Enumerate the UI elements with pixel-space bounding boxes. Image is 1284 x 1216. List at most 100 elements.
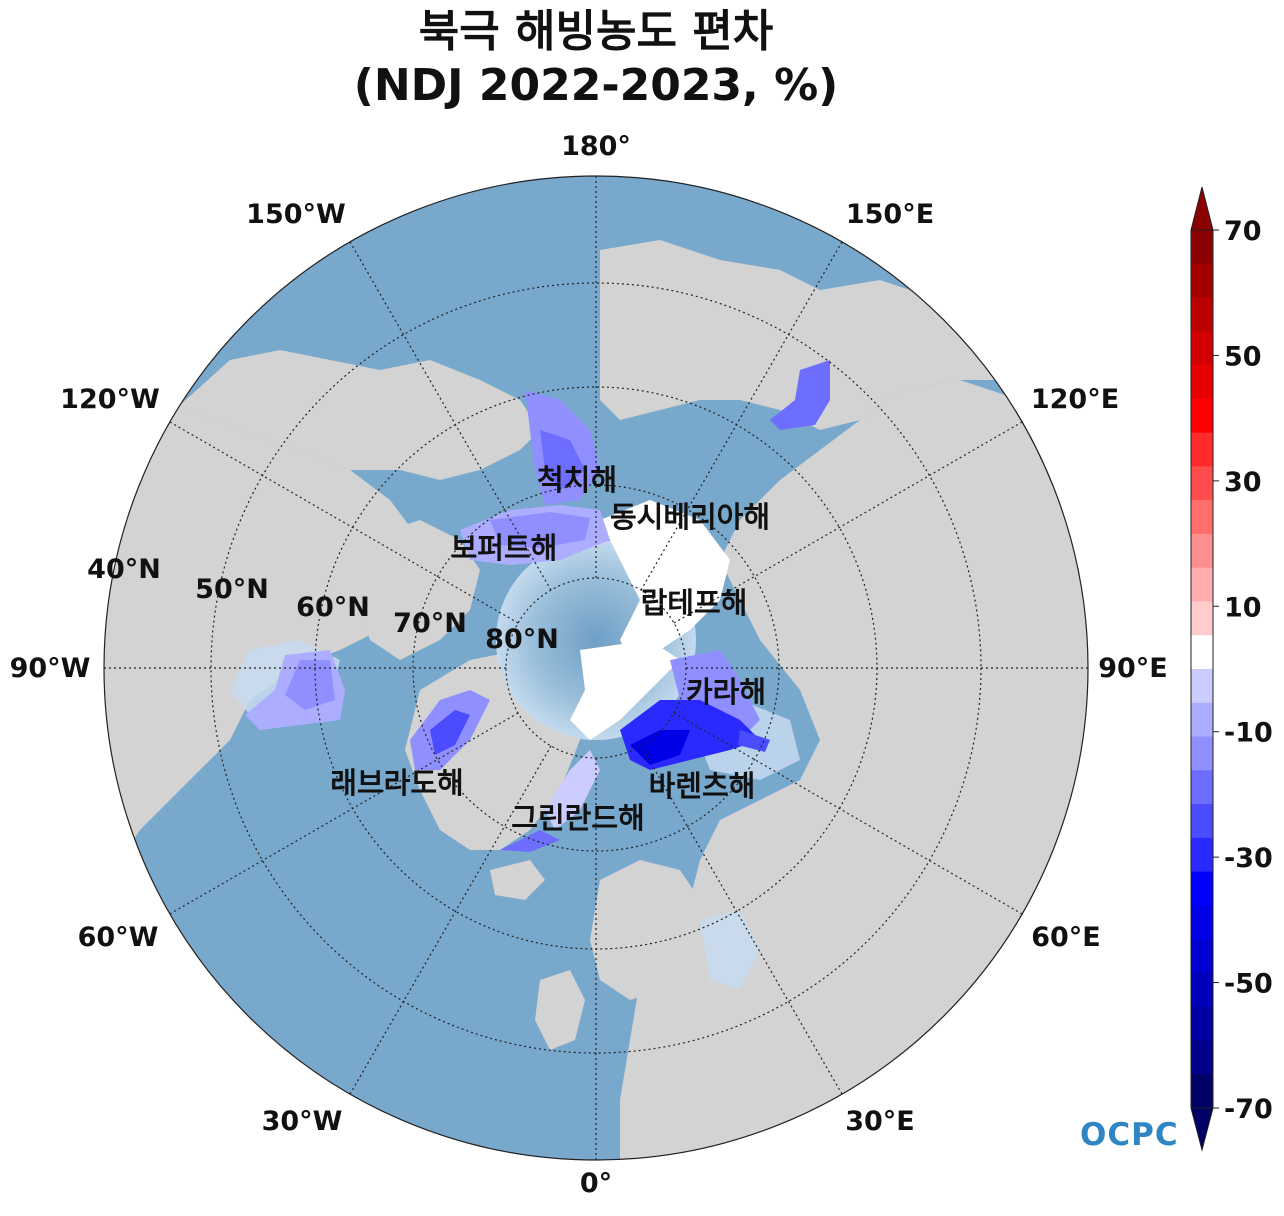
land-north-america xyxy=(104,405,430,880)
anomaly-baffin-core xyxy=(430,710,470,755)
colorbar: 70 50 30 10 -10 -30 -50 -70 xyxy=(1190,186,1273,1152)
lon-label-180: 180° xyxy=(561,131,631,162)
colorbar-band xyxy=(1191,331,1213,366)
lon-label-30w: 30°W xyxy=(262,1106,343,1137)
meridian-line xyxy=(349,745,552,1095)
anomaly-hudson-core xyxy=(285,660,335,710)
colorbar-band xyxy=(1191,263,1213,299)
sea-label-beaufort: 보퍼트해 xyxy=(451,531,558,565)
colorbar-extend-bottom xyxy=(1190,1107,1214,1152)
meridian-line xyxy=(349,241,552,591)
land-canadian-archipelago xyxy=(355,520,480,660)
colorbar-tick-label: -70 xyxy=(1224,1094,1273,1125)
lat-label-50n: 50°N xyxy=(195,574,269,605)
colorbar-frame xyxy=(1190,229,1214,1109)
meridian-line xyxy=(640,745,843,1095)
colorbar-extend-top xyxy=(1190,186,1214,231)
anomaly-barents-core xyxy=(630,730,690,765)
colorbar-band xyxy=(1191,871,1213,906)
colorbar-band xyxy=(1191,365,1213,400)
colorbar-bands xyxy=(1191,230,1213,1109)
sea-label-greenland: 그린란드해 xyxy=(511,801,644,835)
anomaly-chukchi-inner xyxy=(540,430,585,490)
colorbar-band xyxy=(1191,972,1213,1008)
anomaly-beaufort-core xyxy=(490,512,590,548)
meridian-line xyxy=(169,712,519,915)
land-iceland xyxy=(490,860,545,900)
colorbar-band xyxy=(1191,466,1213,501)
colorbar-band xyxy=(1191,1040,1213,1075)
colorbar-tick-label: -30 xyxy=(1224,843,1273,874)
anomaly-okhotsk xyxy=(770,360,830,430)
lon-label-60e: 60°E xyxy=(1031,922,1101,953)
map-subtitle: (NDJ 2022-2023, %) xyxy=(353,60,839,111)
longitude-labels: 180° 150°E 120°E 90°E 60°E 30°E 0° 30°W … xyxy=(10,131,1168,1199)
sea-label-labrador: 래브라도해 xyxy=(330,766,463,800)
meridian-line xyxy=(673,712,1023,915)
colorbar-band xyxy=(1191,804,1213,839)
colorbar-band xyxy=(1191,939,1213,974)
sea-labels: 척치해 동시베리아해 보퍼트해 랍테프해 카라해 바렌츠해 그린란드해 래브라도… xyxy=(330,463,770,835)
colorbar-band xyxy=(1191,1006,1213,1041)
lon-label-0: 0° xyxy=(580,1168,612,1199)
map-boundary xyxy=(103,175,1089,1161)
colorbar-band xyxy=(1191,905,1213,940)
anomaly-kara-edge xyxy=(738,730,770,752)
land-scandinavia xyxy=(590,860,700,1000)
lon-label-150e: 150°E xyxy=(846,199,934,230)
lat-label-60n: 60°N xyxy=(296,592,370,623)
colorbar-band xyxy=(1191,770,1213,805)
sea-label-barents: 바렌츠해 xyxy=(649,769,756,803)
colorbar-tick-label: -10 xyxy=(1224,718,1273,749)
anomaly-greenland-sea xyxy=(545,750,600,830)
land-british-isles xyxy=(535,970,585,1050)
meridian-line xyxy=(673,421,1023,624)
shelf-baltic xyxy=(700,910,760,990)
latitude-labels: 40°N 50°N 60°N 70°N 80°N xyxy=(87,554,559,655)
zero-area-east-siberian xyxy=(600,500,730,660)
sea-label-laptev: 랍테프해 xyxy=(641,586,748,620)
negative-anomaly-areas xyxy=(245,360,830,852)
colorbar-tick-label: 10 xyxy=(1224,592,1262,623)
colorbar-band xyxy=(1191,533,1213,569)
graticule xyxy=(104,176,1088,1160)
colorbar-band xyxy=(1191,500,1213,535)
sea-label-chukchi: 척치해 xyxy=(537,463,617,497)
lon-label-90w: 90°W xyxy=(10,653,91,684)
lat-label-80n: 80°N xyxy=(485,624,559,655)
colorbar-band xyxy=(1191,1074,1213,1109)
colorbar-band xyxy=(1191,297,1213,332)
colorbar-band xyxy=(1191,230,1213,265)
colorbar-band xyxy=(1191,736,1213,771)
colorbar-band xyxy=(1191,432,1213,467)
meridian-line xyxy=(640,241,843,591)
lat-label-40n: 40°N xyxy=(87,554,161,585)
meridians xyxy=(104,176,1088,1160)
zero-area-laptev xyxy=(570,640,680,740)
colorbar-tick-label: -50 xyxy=(1224,969,1273,1000)
colorbar-band xyxy=(1191,669,1213,704)
lon-label-120e: 120°E xyxy=(1031,384,1119,415)
anomaly-greenland-sea-edge xyxy=(500,830,560,852)
land-alaska xyxy=(180,350,540,480)
colorbar-ticks: 70 50 30 10 -10 -30 -50 -70 xyxy=(1213,216,1273,1125)
colorbar-tick-label: 70 xyxy=(1224,216,1262,247)
zero-anomaly-areas xyxy=(570,500,730,740)
map-title: 북극 해빙농도 편차 xyxy=(418,6,774,57)
meridian-line xyxy=(169,421,519,624)
sea-label-kara: 카라해 xyxy=(686,675,766,709)
colorbar-tick-label: 50 xyxy=(1224,341,1262,372)
lon-label-120w: 120°W xyxy=(60,384,160,415)
lon-label-90e: 90°E xyxy=(1098,653,1168,684)
lat-label-70n: 70°N xyxy=(393,608,467,639)
colorbar-band xyxy=(1191,398,1213,434)
ocpc-logo: OCPC xyxy=(1080,1117,1179,1153)
colorbar-band xyxy=(1191,702,1213,738)
colorbar-band xyxy=(1191,837,1213,873)
colorbar-band xyxy=(1191,567,1213,602)
lon-label-150w: 150°W xyxy=(246,199,346,230)
colorbar-band xyxy=(1191,635,1213,670)
map-disc xyxy=(104,176,1088,1160)
land-chukotka xyxy=(600,240,1010,430)
